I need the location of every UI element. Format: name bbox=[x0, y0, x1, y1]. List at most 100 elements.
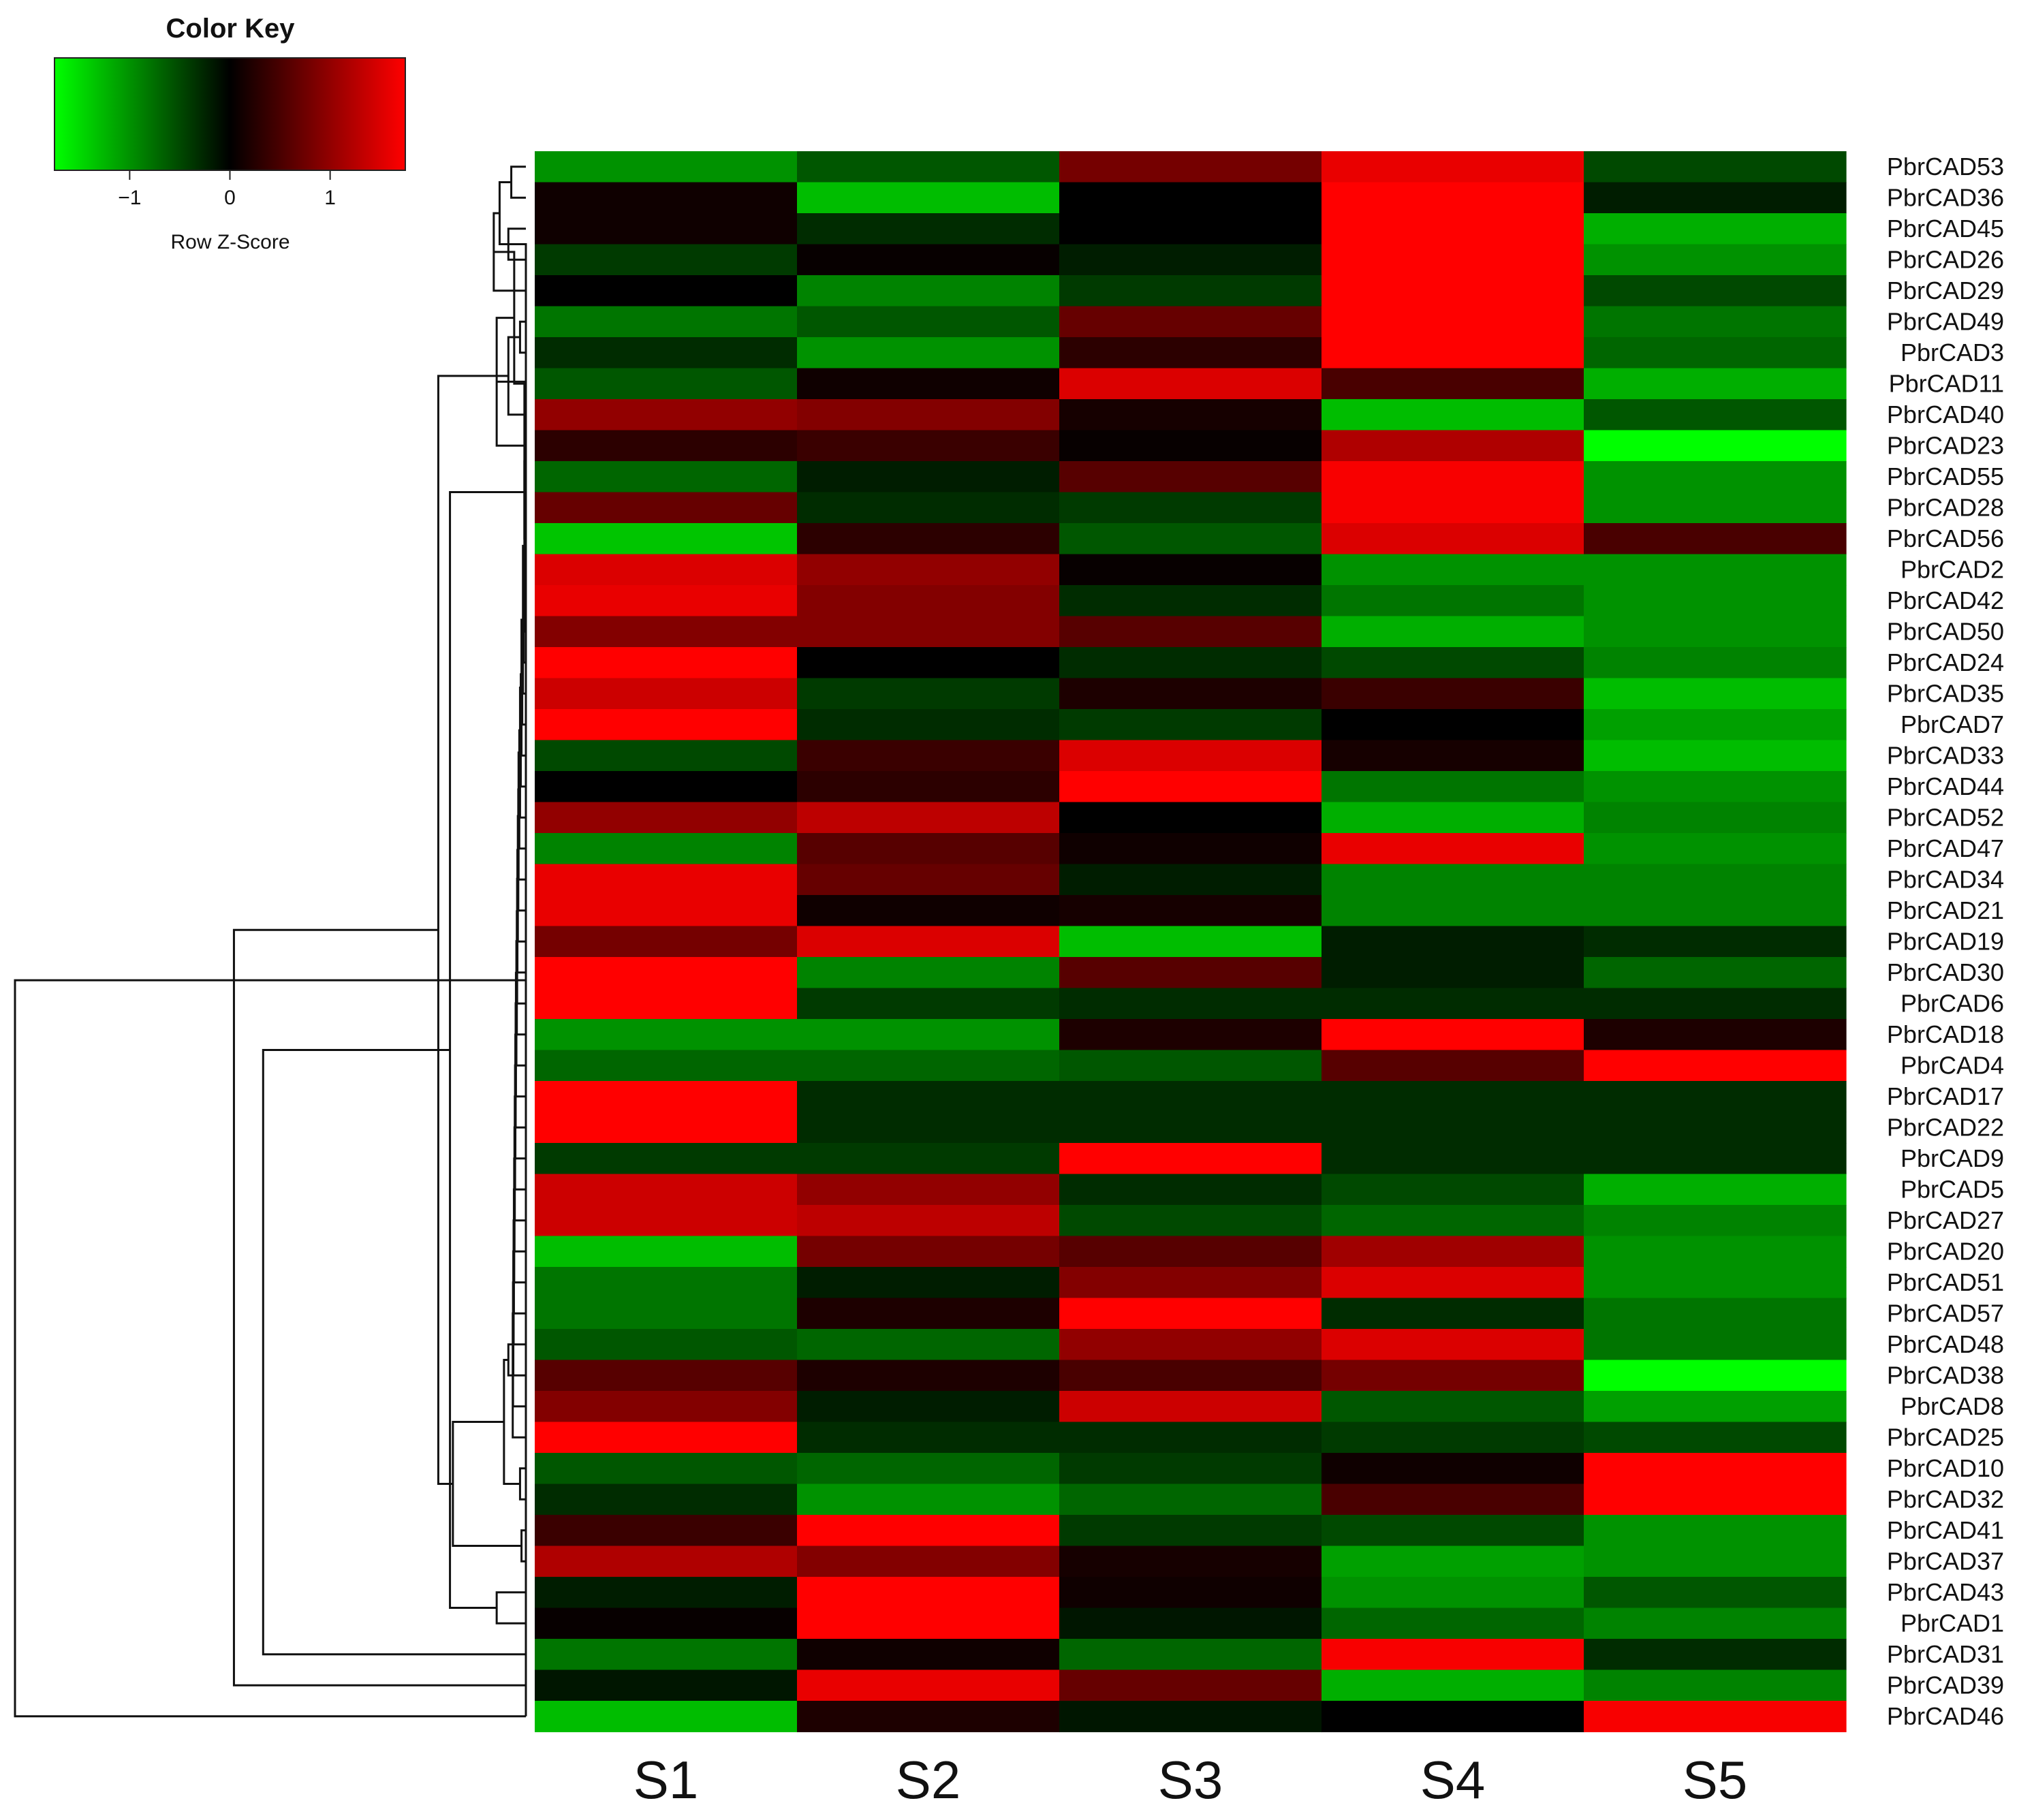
heatmap-cell bbox=[1584, 1360, 1847, 1392]
dendrogram-branch bbox=[492, 212, 526, 292]
heatmap-cell bbox=[1322, 1669, 1584, 1701]
heatmap-cell bbox=[1059, 1391, 1322, 1423]
heatmap-cell bbox=[1584, 1701, 1847, 1733]
dendrogram-branch bbox=[449, 491, 525, 1609]
heatmap-cell bbox=[797, 1329, 1060, 1361]
row-label: PbrCAD32 bbox=[1887, 1485, 2004, 1513]
column-label: S4 bbox=[1420, 1750, 1485, 1810]
row-label: PbrCAD6 bbox=[1901, 989, 2004, 1017]
heatmap-cell bbox=[1584, 368, 1847, 400]
heatmap-cell bbox=[1322, 1391, 1584, 1423]
heatmap-cell bbox=[1584, 1669, 1847, 1701]
row-label: PbrCAD42 bbox=[1887, 586, 2004, 614]
heatmap-cell bbox=[1059, 1081, 1322, 1113]
heatmap-cell bbox=[797, 926, 1060, 958]
heatmap-cell bbox=[1322, 1174, 1584, 1206]
heatmap-cell bbox=[1584, 709, 1847, 741]
heatmap-cell bbox=[1322, 833, 1584, 865]
heatmap-cell bbox=[1322, 1298, 1584, 1330]
row-label: PbrCAD47 bbox=[1887, 834, 2004, 862]
color-key-tick-label: 1 bbox=[324, 187, 336, 209]
heatmap-cell bbox=[535, 771, 798, 803]
heatmap-cell bbox=[1322, 895, 1584, 927]
heatmap-cell bbox=[1584, 1081, 1847, 1113]
heatmap-cell bbox=[1584, 1577, 1847, 1609]
heatmap-cell bbox=[1322, 802, 1584, 834]
heatmap-cell bbox=[1059, 399, 1322, 431]
dendrogram-branch bbox=[498, 181, 512, 245]
heatmap-cell bbox=[1059, 895, 1322, 927]
heatmap-cell bbox=[1584, 802, 1847, 834]
heatmap-cell bbox=[1059, 492, 1322, 524]
heatmap-cell bbox=[1584, 616, 1847, 648]
heatmap-cell bbox=[1584, 1329, 1847, 1361]
heatmap-cell bbox=[1584, 337, 1847, 369]
heatmap-cell bbox=[1322, 616, 1584, 648]
row-label: PbrCAD48 bbox=[1887, 1330, 2004, 1358]
heatmap-cell bbox=[535, 709, 798, 741]
heatmap-cell bbox=[535, 1546, 798, 1578]
heatmap-cell bbox=[1059, 1669, 1322, 1701]
dendrogram-branch bbox=[508, 243, 527, 1716]
heatmap-cell bbox=[1322, 1577, 1584, 1609]
color-key: Color Key −1 0 1 Row Z-Score bbox=[54, 14, 406, 253]
heatmap-cell bbox=[1584, 1267, 1847, 1299]
heatmap-cell bbox=[1322, 740, 1584, 772]
heatmap-cell bbox=[1059, 1453, 1322, 1485]
heatmap-cell bbox=[535, 1607, 798, 1639]
heatmap-cell bbox=[1584, 554, 1847, 586]
heatmap-cell bbox=[797, 1081, 1060, 1113]
heatmap-cell bbox=[535, 1701, 798, 1733]
heatmap-cell bbox=[535, 1453, 798, 1485]
heatmap-cell bbox=[1584, 1174, 1847, 1206]
heatmap-cell bbox=[797, 740, 1060, 772]
heatmap-cell bbox=[1059, 368, 1322, 400]
heatmap-cell bbox=[535, 182, 798, 214]
heatmap-cell bbox=[1322, 306, 1584, 338]
row-label: PbrCAD43 bbox=[1887, 1578, 2004, 1606]
heatmap-cell bbox=[1059, 802, 1322, 834]
heatmap-cell bbox=[1059, 1205, 1322, 1237]
heatmap-cell bbox=[535, 1019, 798, 1051]
heatmap-cell bbox=[535, 1267, 798, 1299]
column-labels: S1 S2 S3 S4 S5 bbox=[634, 1750, 1747, 1810]
heatmap-cell bbox=[1584, 523, 1847, 555]
heatmap-cell bbox=[535, 1236, 798, 1268]
heatmap-cell bbox=[797, 988, 1060, 1020]
heatmap-cell bbox=[797, 461, 1060, 493]
heatmap-cell bbox=[797, 647, 1060, 679]
row-label: PbrCAD36 bbox=[1887, 183, 2004, 211]
heatmap-cell bbox=[1059, 1267, 1322, 1299]
heatmap-cell bbox=[1584, 1112, 1847, 1144]
heatmap-cell bbox=[797, 1298, 1060, 1330]
heatmap-cell bbox=[535, 523, 798, 555]
heatmap-cell bbox=[797, 1607, 1060, 1639]
heatmap-cell bbox=[1059, 306, 1322, 338]
dendrogram-branch bbox=[510, 166, 526, 199]
heatmap-cell bbox=[535, 492, 798, 524]
heatmap-cell bbox=[1584, 771, 1847, 803]
heatmap-cell bbox=[797, 771, 1060, 803]
heatmap-cell bbox=[1059, 585, 1322, 617]
row-label: PbrCAD23 bbox=[1887, 431, 2004, 459]
heatmap-cell bbox=[1322, 1081, 1584, 1113]
dendrogram-branch bbox=[507, 1343, 514, 1377]
heatmap-cell bbox=[797, 1391, 1060, 1423]
heatmap-cell bbox=[797, 399, 1060, 431]
dendrogram-branch bbox=[518, 1467, 526, 1501]
heatmap-cell bbox=[1059, 1298, 1322, 1330]
heatmap-cell bbox=[1322, 1546, 1584, 1578]
row-label: PbrCAD2 bbox=[1901, 555, 2004, 583]
heatmap-cell bbox=[797, 1360, 1060, 1392]
heatmap-cell bbox=[1584, 1422, 1847, 1454]
dendrogram-branch bbox=[497, 380, 526, 540]
heatmap-cell bbox=[1059, 678, 1322, 710]
heatmap-cell bbox=[1059, 554, 1322, 586]
heatmap-cell bbox=[797, 1639, 1060, 1671]
heatmap-cell bbox=[1322, 1701, 1584, 1733]
heatmap-cell bbox=[1322, 957, 1584, 989]
dendrogram-branch bbox=[495, 1591, 526, 1625]
heatmap-cell bbox=[535, 1298, 798, 1330]
heatmap-cell bbox=[1059, 1112, 1322, 1144]
